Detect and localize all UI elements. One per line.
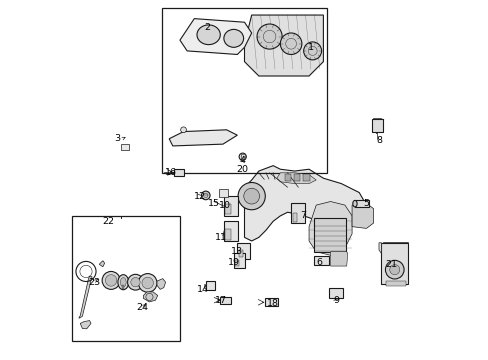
Polygon shape <box>330 252 347 266</box>
Text: 1: 1 <box>307 43 313 52</box>
Polygon shape <box>378 243 381 253</box>
Text: 5: 5 <box>363 199 368 208</box>
Text: 24: 24 <box>136 303 148 312</box>
Text: 12: 12 <box>193 192 205 201</box>
Bar <box>314 218 346 252</box>
Circle shape <box>127 274 143 290</box>
Bar <box>238 250 243 257</box>
Polygon shape <box>308 202 351 255</box>
Circle shape <box>257 24 282 49</box>
Text: 9: 9 <box>332 296 338 305</box>
Polygon shape <box>79 276 92 318</box>
Circle shape <box>239 153 246 160</box>
Polygon shape <box>241 187 258 209</box>
Text: 15: 15 <box>207 199 220 208</box>
Bar <box>328 288 343 298</box>
Ellipse shape <box>118 275 128 290</box>
Bar <box>386 282 405 286</box>
Circle shape <box>180 127 186 133</box>
Polygon shape <box>169 130 237 146</box>
Text: 18: 18 <box>266 299 279 308</box>
Polygon shape <box>80 320 91 329</box>
Text: 3: 3 <box>114 134 120 143</box>
Text: 8: 8 <box>375 136 381 145</box>
Bar <box>381 243 407 284</box>
Bar <box>203 284 206 288</box>
Ellipse shape <box>224 30 243 47</box>
Bar <box>206 281 215 290</box>
Bar <box>225 229 230 239</box>
Bar <box>162 8 326 173</box>
Circle shape <box>238 183 265 210</box>
Circle shape <box>244 188 259 204</box>
Circle shape <box>142 277 153 289</box>
Bar <box>293 174 300 181</box>
Text: 7: 7 <box>300 211 306 220</box>
Bar <box>233 253 244 268</box>
Polygon shape <box>99 261 104 267</box>
Circle shape <box>201 191 210 200</box>
Bar <box>354 201 368 207</box>
Bar <box>303 174 309 181</box>
Text: 2: 2 <box>203 23 209 32</box>
Circle shape <box>303 42 321 60</box>
Polygon shape <box>276 173 316 184</box>
Circle shape <box>131 278 140 287</box>
Circle shape <box>280 33 301 54</box>
Text: 6: 6 <box>316 258 322 267</box>
Bar <box>220 297 231 304</box>
Text: 21: 21 <box>385 260 397 269</box>
Text: 22: 22 <box>102 217 114 226</box>
Bar <box>290 203 304 223</box>
Text: 11: 11 <box>215 233 227 242</box>
Text: 16: 16 <box>164 168 177 177</box>
Text: 10: 10 <box>218 201 230 210</box>
Bar <box>121 144 129 149</box>
Circle shape <box>138 274 157 292</box>
Polygon shape <box>244 15 323 76</box>
Bar <box>241 154 244 159</box>
Bar <box>284 174 290 181</box>
Bar <box>292 213 296 222</box>
Text: 23: 23 <box>88 278 100 287</box>
Bar <box>174 168 183 176</box>
Bar <box>122 285 124 289</box>
Circle shape <box>102 271 120 289</box>
Bar <box>72 216 180 341</box>
Text: 13: 13 <box>231 247 243 256</box>
Circle shape <box>385 260 403 279</box>
Circle shape <box>105 275 117 286</box>
Bar <box>371 119 382 132</box>
Text: 4: 4 <box>239 156 245 165</box>
Bar <box>219 189 228 197</box>
Text: 19: 19 <box>227 258 239 267</box>
Ellipse shape <box>197 25 220 45</box>
Bar <box>224 196 238 216</box>
Polygon shape <box>244 166 366 241</box>
Polygon shape <box>180 19 251 54</box>
Polygon shape <box>351 203 373 228</box>
Bar <box>237 243 249 259</box>
Ellipse shape <box>120 278 126 287</box>
Bar <box>264 298 278 306</box>
Ellipse shape <box>352 201 356 207</box>
Bar <box>235 260 238 266</box>
Bar <box>313 256 328 265</box>
Polygon shape <box>157 279 165 289</box>
Text: 14: 14 <box>197 285 209 294</box>
Circle shape <box>389 265 399 275</box>
Bar <box>225 204 230 215</box>
Polygon shape <box>143 292 158 302</box>
Text: 17: 17 <box>215 296 227 305</box>
Text: 20: 20 <box>236 165 248 174</box>
Bar <box>224 221 238 241</box>
